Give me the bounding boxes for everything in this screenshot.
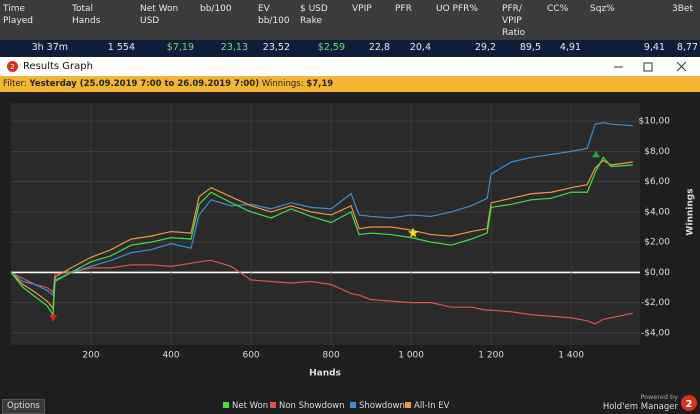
- window-controls[interactable]: [600, 57, 700, 76]
- y-tick-label: $10,00: [639, 117, 671, 127]
- legend-swatch: [270, 402, 276, 408]
- legend-swatch: [223, 402, 229, 408]
- stats-row: 3h 37m 1 554 $7,19 23,13 23,52 $2,59 22,8 20,4 2…: [0, 40, 700, 56]
- x-tick-label: 800: [323, 351, 340, 361]
- winnings-label: Winnings:: [261, 79, 304, 89]
- column-header: 3Bet: [672, 4, 693, 14]
- column-header: $ USD Rake: [300, 4, 328, 26]
- legend-item: Non Showdown: [270, 401, 345, 411]
- cell: 1 554: [107, 42, 135, 53]
- legend-item: Showdown: [350, 401, 405, 411]
- options-button[interactable]: Options: [2, 399, 45, 414]
- legend-label: Showdown: [359, 401, 405, 411]
- legend-item: All-In EV: [405, 401, 449, 411]
- cell: 8,77: [676, 42, 698, 53]
- x-tick-label: 600: [242, 351, 259, 361]
- column-header: Sqz%: [590, 4, 615, 14]
- cell: 4,91: [559, 42, 581, 53]
- cell: 9,41: [643, 42, 665, 53]
- brand-logo: 2: [681, 395, 697, 411]
- x-tick-label: 400: [162, 351, 179, 361]
- x-axis-label: Hands: [309, 369, 341, 379]
- cell: 23,52: [262, 42, 290, 53]
- chart: Winnings Hands -$4,00 -$2,00 $0,00 $2,00 $4,…: [10, 103, 696, 379]
- powered-by: Powered by: [640, 393, 678, 401]
- series-line: [10, 156, 633, 317]
- legend-item: Net Won: [223, 401, 268, 411]
- filter-value: Yesterday (25.09.2019 7:00 to 26.09.2019…: [29, 79, 260, 89]
- column-header: Total Hands: [72, 4, 101, 26]
- marker: [49, 314, 58, 322]
- y-tick-label: $2,00: [644, 238, 670, 248]
- column-header: Net Won USD: [140, 4, 179, 26]
- cell: 89,5: [519, 42, 541, 53]
- cell: 3h 37m: [31, 42, 68, 53]
- filter-bar: Filter: Yesterday (25.09.2019 7:00 to 26…: [0, 76, 700, 92]
- y-tick-label: -$2,00: [641, 298, 670, 308]
- plot-area: [11, 103, 640, 345]
- cell: 22,8: [368, 42, 390, 53]
- cell: 20,4: [409, 42, 431, 53]
- column-header: UO PFR%: [436, 4, 478, 14]
- maximize[interactable]: [643, 62, 653, 72]
- legend-swatch: [405, 402, 411, 408]
- series-line: [10, 159, 633, 311]
- filter-label: Filter:: [3, 79, 27, 89]
- branding: Powered by Hold'em Manager: [603, 392, 678, 412]
- cell: $7,19: [166, 42, 194, 53]
- column-header: EV bb/100: [258, 4, 290, 26]
- x-tick-label: 1 000: [398, 351, 424, 361]
- x-tick-label: 1 400: [558, 351, 584, 361]
- column-header: VPIP: [352, 4, 372, 14]
- column-header: CC%: [547, 4, 569, 14]
- stats-header: Time Played Total Hands Net Won USD bb/100 E…: [0, 0, 700, 40]
- app-icon: 2: [7, 61, 18, 72]
- legend-label: All-In EV: [414, 401, 450, 411]
- y-tick-label: -$4,00: [641, 328, 670, 338]
- svg-text:2: 2: [686, 399, 693, 410]
- series-line: [10, 259, 633, 325]
- column-header: Time Played: [3, 4, 34, 26]
- x-tick-label: 1 200: [478, 351, 504, 361]
- column-header: PFR/ VPIP Ratio: [502, 4, 526, 38]
- y-tick-label: $0,00: [644, 268, 670, 278]
- y-tick-label: $8,00: [644, 147, 670, 157]
- column-header: PFR: [395, 4, 412, 14]
- column-header: bb/100: [200, 4, 232, 14]
- window-title: Results Graph: [23, 61, 93, 72]
- y-tick-label: $4,00: [644, 207, 670, 217]
- close[interactable]: [676, 61, 687, 72]
- y-axis-label: Winnings: [686, 188, 696, 235]
- brand: Hold'em Manager: [602, 402, 678, 412]
- svg-text:2: 2: [10, 63, 14, 71]
- marker: [407, 227, 419, 238]
- options-label[interactable]: Options: [7, 401, 40, 411]
- cell: 23,13: [220, 42, 248, 53]
- legend-label: Net Won: [232, 401, 269, 411]
- footer: Options Net Won Non Showdown Showdown All-I…: [0, 393, 700, 414]
- window-titlebar: 2 Results Graph: [0, 57, 700, 76]
- cell: 29,2: [474, 42, 496, 53]
- legend-label: Non Showdown: [279, 401, 345, 411]
- y-tick-label: $6,00: [644, 177, 670, 187]
- winnings-value: $7,19: [306, 79, 334, 89]
- x-tick-label: 200: [82, 351, 99, 361]
- cell: $2,59: [317, 42, 345, 53]
- marker: [591, 150, 600, 158]
- legend-swatch: [350, 402, 356, 408]
